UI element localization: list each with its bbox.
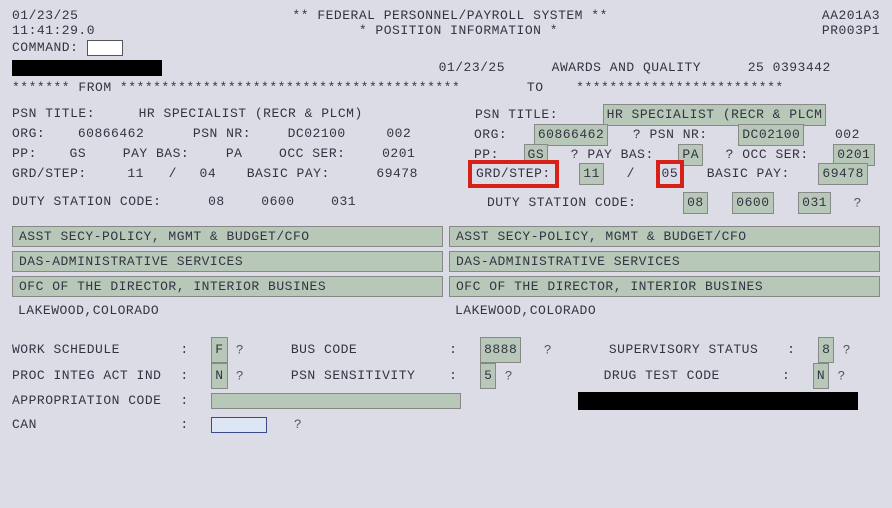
to-label: TO <box>527 78 544 98</box>
right-panel-2: DAS-ADMINISTRATIVE SERVICES <box>449 251 880 272</box>
command-input[interactable] <box>87 40 123 56</box>
right-panel-1: ASST SECY-POLICY, MGMT & BUDGET/CFO <box>449 226 880 247</box>
left-grd-label: GRD/STEP: <box>12 164 87 184</box>
psn-sens-field[interactable]: 5 <box>480 363 496 389</box>
colon-3: : <box>787 338 795 362</box>
awards-value: 25 0393442 <box>748 58 831 78</box>
right-basic-pay-field[interactable]: 69478 <box>818 163 868 185</box>
sub-date: 01/23/25 <box>439 58 505 78</box>
bus-code-label: BUS CODE <box>291 338 441 362</box>
colon-7: : <box>180 389 188 413</box>
left-psn-nr-sfx: 002 <box>386 124 411 144</box>
q-6: ? <box>236 368 244 383</box>
approp-field[interactable] <box>211 393 461 409</box>
left-psn-title: HR SPECIALIST (RECR & PLCM) <box>139 104 363 124</box>
colon-8: : <box>180 413 188 437</box>
left-occ-ser-label: OCC SER: <box>279 144 345 164</box>
left-location: LAKEWOOD,COLORADO <box>12 299 443 323</box>
work-sched-field[interactable]: F <box>211 337 227 363</box>
right-psn-title-field[interactable]: HR SPECIALIST (RECR & PLCM <box>603 104 827 126</box>
left-grd: 11 <box>127 164 144 184</box>
right-duty1-field[interactable]: 08 <box>683 192 708 214</box>
right-duty-label: DUTY STATION CODE: <box>487 193 636 213</box>
supv-field[interactable]: 8 <box>818 337 834 363</box>
left-panel-2: DAS-ADMINISTRATIVE SERVICES <box>12 251 443 272</box>
right-step: 05 <box>662 164 679 184</box>
left-duty3: 031 <box>331 192 356 212</box>
slash-1: / <box>169 164 177 184</box>
colon-1: : <box>180 338 188 362</box>
highlight-grd-step-label: GRD/STEP: <box>468 160 559 188</box>
right-psn-nr-field[interactable]: DC02100 <box>738 124 804 146</box>
work-sched-label: WORK SCHEDULE <box>12 338 172 362</box>
right-basic-pay-label: BASIC PAY: <box>707 164 790 184</box>
q-7: ? <box>505 368 513 383</box>
left-panel-1: ASST SECY-POLICY, MGMT & BUDGET/CFO <box>12 226 443 247</box>
right-org-label: ORG: <box>474 125 507 145</box>
colon-6: : <box>782 364 790 388</box>
redacted-block-2 <box>578 392 858 410</box>
left-psn-nr-label: PSN NR: <box>193 124 251 144</box>
left-org-label: ORG: <box>12 124 45 144</box>
q-4: ? <box>544 342 552 357</box>
left-pp: GS <box>70 144 87 164</box>
left-psn-title-label: PSN TITLE: <box>12 104 102 124</box>
header-title-2: * POSITION INFORMATION * <box>95 23 822 38</box>
can-label: CAN <box>12 413 172 437</box>
header-code-1: AA201A3 <box>822 8 880 23</box>
right-psn-nr-sfx: 002 <box>835 125 860 145</box>
can-field[interactable] <box>211 417 267 433</box>
right-duty2-field[interactable]: 0600 <box>732 192 773 214</box>
left-duty2: 0600 <box>261 192 294 212</box>
left-org: 60866462 <box>78 124 144 144</box>
left-occ-ser: 0201 <box>382 144 415 164</box>
right-duty3-field[interactable]: 031 <box>798 192 831 214</box>
right-grd-label: GRD/STEP: <box>476 164 551 184</box>
left-panel-3: OFC OF THE DIRECTOR, INTERIOR BUSINES <box>12 276 443 297</box>
header-time: 11:41:29.0 <box>12 23 95 38</box>
command-label: COMMAND: <box>12 38 78 58</box>
right-location: LAKEWOOD,COLORADO <box>449 299 880 323</box>
psn-sens-label: PSN SENSITIVITY <box>291 364 441 388</box>
drug-label: DRUG TEST CODE <box>604 364 774 388</box>
left-pp-label: PP: <box>12 144 37 164</box>
right-psn-title-label: PSN TITLE: <box>475 105 558 125</box>
q-3: ? <box>236 342 244 357</box>
right-grd-field[interactable]: 11 <box>579 163 604 185</box>
q-mark-2: ? <box>854 195 862 210</box>
right-org-field[interactable]: 60866462 <box>534 124 608 146</box>
awards-label: AWARDS AND QUALITY <box>552 58 701 78</box>
left-duty-label: DUTY STATION CODE: <box>12 192 161 212</box>
left-duty1: 08 <box>208 192 225 212</box>
left-psn-nr: DC02100 <box>288 124 346 144</box>
to-stars: ************************* <box>576 78 784 98</box>
left-step: 04 <box>200 164 217 184</box>
proc-field[interactable]: N <box>211 363 227 389</box>
q-9: ? <box>294 417 302 432</box>
q-5: ? <box>843 342 851 357</box>
header-date: 01/23/25 <box>12 8 78 23</box>
left-basic-pay-label: BASIC PAY: <box>247 164 330 184</box>
colon-5: : <box>449 364 457 388</box>
supv-label: SUPERVISORY STATUS <box>609 338 779 362</box>
bus-code-field[interactable]: 8888 <box>480 337 521 363</box>
left-pay-bas-label: PAY BAS: <box>123 144 189 164</box>
from-label: ******* FROM ***************************… <box>12 78 460 98</box>
left-basic-pay: 69478 <box>376 164 418 184</box>
slash-2: / <box>627 164 635 184</box>
colon-2: : <box>449 338 457 362</box>
right-psn-nr-label: ? PSN NR: <box>633 125 708 145</box>
redacted-block-1 <box>12 60 162 76</box>
drug-field[interactable]: N <box>813 363 829 389</box>
right-panel-3: OFC OF THE DIRECTOR, INTERIOR BUSINES <box>449 276 880 297</box>
header-title-1: ** FEDERAL PERSONNEL/PAYROLL SYSTEM ** <box>78 8 821 23</box>
approp-label: APPROPRIATION CODE <box>12 389 172 413</box>
header-code-2: PR003P1 <box>822 23 880 38</box>
highlight-step: 05 <box>656 160 685 188</box>
colon-4: : <box>180 364 188 388</box>
proc-label: PROC INTEG ACT IND <box>12 364 172 388</box>
left-pay-bas: PA <box>226 144 243 164</box>
q-8: ? <box>838 368 846 383</box>
